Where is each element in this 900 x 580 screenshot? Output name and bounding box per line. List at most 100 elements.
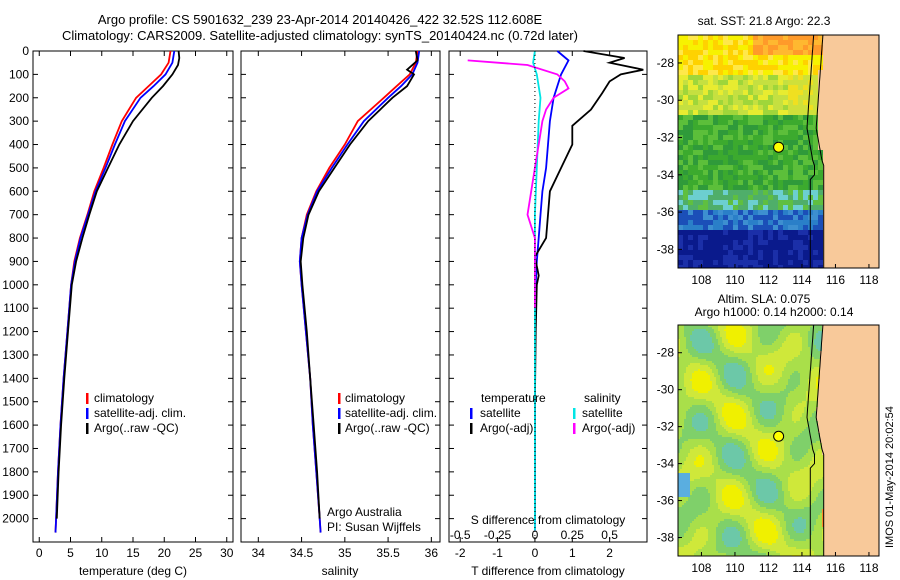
map-cell (868, 160, 874, 166)
map-cell (828, 45, 834, 51)
map-cell (706, 539, 709, 542)
map-cell (683, 170, 689, 176)
map-cell (738, 140, 744, 146)
map-cell (680, 501, 683, 504)
map-cell (724, 337, 727, 340)
map-cell (708, 90, 714, 96)
map-cell (710, 447, 713, 450)
map-cell (716, 485, 719, 488)
map-cell (813, 205, 819, 211)
map-cell (688, 255, 694, 261)
map-cell (763, 205, 769, 211)
map-cell (692, 543, 695, 546)
map-cell (682, 375, 685, 378)
map-cell (720, 493, 723, 496)
map-cell (848, 140, 854, 146)
map-cell (712, 479, 715, 482)
map-cell (680, 411, 683, 414)
map-cell (743, 220, 749, 226)
map-cell (686, 427, 689, 430)
map-cell (680, 489, 683, 492)
map-cell (714, 477, 717, 480)
map-cell (773, 50, 779, 56)
map-cell (693, 145, 699, 151)
map-cell (702, 531, 705, 534)
map-cell (763, 80, 769, 86)
map-cell (686, 333, 689, 336)
map-cell (698, 90, 704, 96)
map-cell (694, 435, 697, 438)
map-cell (724, 441, 727, 444)
map-cell (688, 521, 691, 524)
map-cell (720, 363, 723, 366)
map-cell (712, 469, 715, 472)
map-cell (686, 455, 689, 458)
legend-swatch (470, 423, 473, 434)
map-cell (733, 250, 739, 256)
map-cell (838, 35, 844, 41)
map-cell (718, 423, 721, 426)
map-cell (703, 225, 709, 231)
map-cell (684, 455, 687, 458)
map-cell (684, 345, 687, 348)
map-cell (848, 185, 854, 191)
map-cell (706, 421, 709, 424)
map-cell (863, 215, 869, 221)
map-cell (843, 100, 849, 106)
map-cell (683, 150, 689, 156)
map-cell (733, 135, 739, 141)
map-cell (863, 40, 869, 46)
map-cell (743, 65, 749, 71)
map-cell (688, 485, 691, 488)
map-cell (692, 367, 695, 370)
map-cell (723, 115, 729, 121)
map-cell (678, 423, 681, 426)
map-cell (778, 135, 784, 141)
map-cell (828, 145, 834, 151)
map-cell (763, 60, 769, 66)
map-cell (803, 240, 809, 246)
map-cell (686, 517, 689, 520)
map-cell (686, 367, 689, 370)
map-cell (720, 445, 723, 448)
map-cell (683, 40, 689, 46)
map-cell (818, 140, 824, 146)
map-cell (803, 155, 809, 161)
map-cell (693, 55, 699, 61)
map-cell (712, 525, 715, 528)
map-cell (724, 403, 727, 406)
map-cell (723, 180, 729, 186)
map-cell (684, 341, 687, 344)
map-cell (868, 55, 874, 61)
map-cell (690, 531, 693, 534)
map-cell (793, 130, 799, 136)
map-cell (688, 351, 691, 354)
map-cell (683, 265, 689, 268)
map-cell (863, 220, 869, 226)
map-cell (733, 200, 739, 206)
map-cell (686, 473, 689, 476)
map-cell (696, 469, 699, 472)
map-cell (753, 40, 759, 46)
map-cell (700, 447, 703, 450)
map-cell (720, 329, 723, 332)
map-cell (748, 45, 754, 51)
map-cell (723, 140, 729, 146)
map-cell (863, 90, 869, 96)
map-cell (768, 140, 774, 146)
map-cell (710, 361, 713, 364)
map-cell (722, 479, 725, 482)
map-cell (692, 381, 695, 384)
map-cell (704, 493, 707, 496)
map-cell (693, 220, 699, 226)
map-cell (710, 329, 713, 332)
map-cell (692, 531, 695, 534)
map-cell (720, 351, 723, 354)
map-cell (682, 487, 685, 490)
map-cell (848, 165, 854, 171)
y-tick-label: 500 (9, 161, 29, 175)
map-cell (863, 105, 869, 111)
map-cell (702, 431, 705, 434)
map-cell (682, 483, 685, 486)
map-cell (728, 100, 734, 106)
